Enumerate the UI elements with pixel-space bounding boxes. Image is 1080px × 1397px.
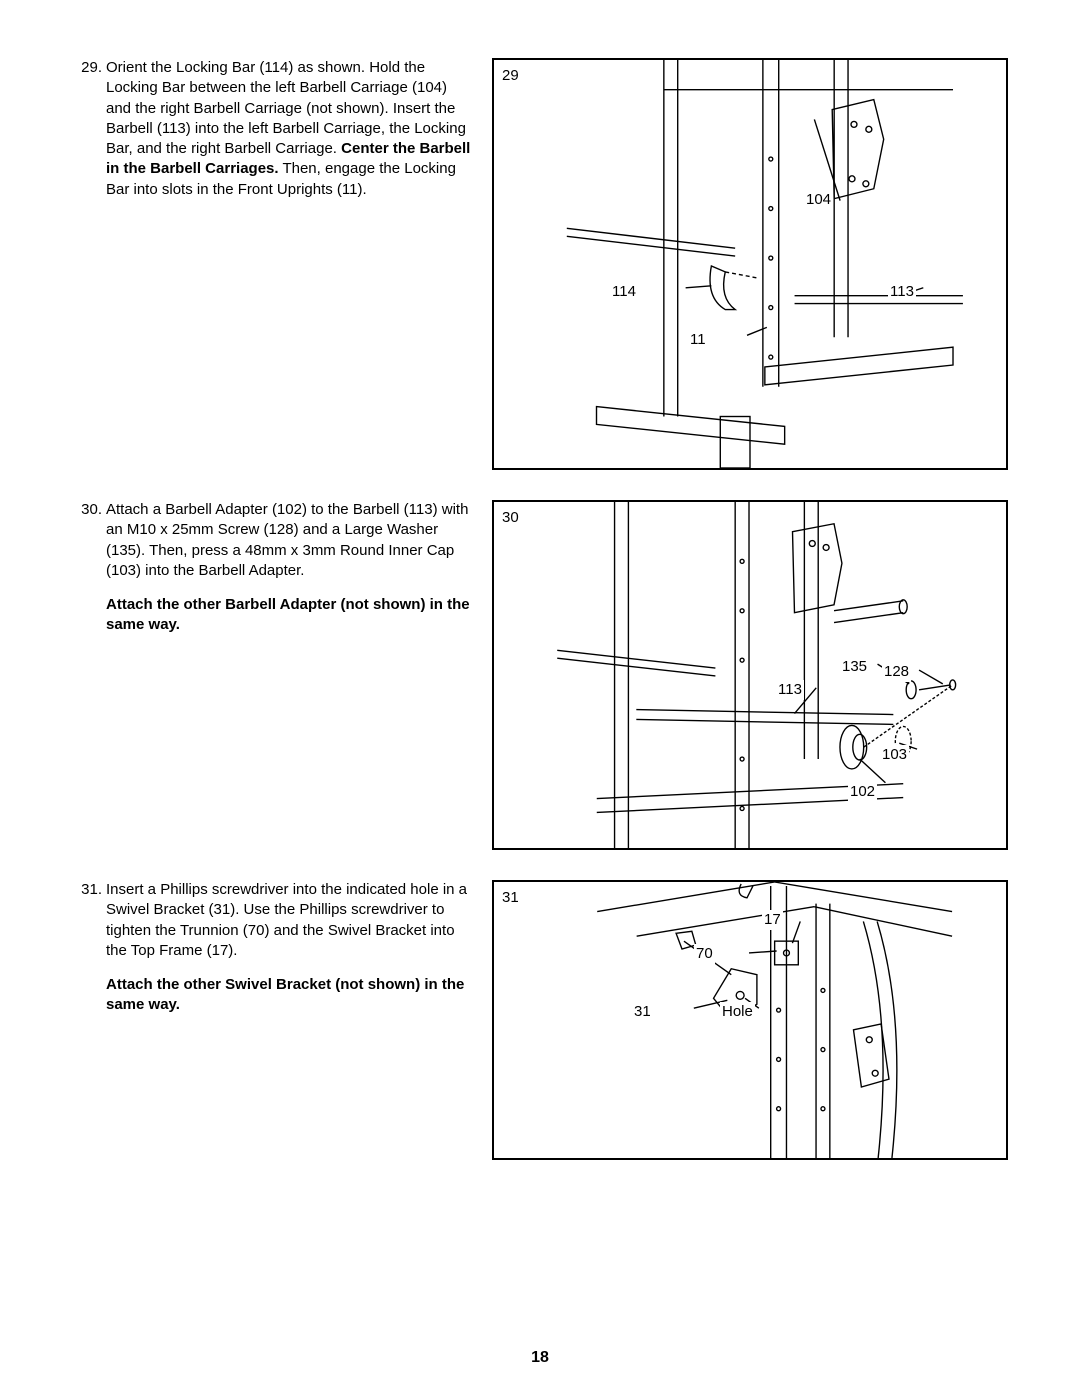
step-29-body: Orient the Locking Bar (114) as shown. H… — [106, 58, 472, 214]
callout-hole: Hole — [720, 1002, 755, 1022]
figure-30: 30 135 128 113 103 102 — [492, 500, 1008, 850]
step-31-body: Insert a Phillips screwdriver into the i… — [106, 880, 472, 1030]
figure-31: 31 17 70 31 Hole — [492, 880, 1008, 1160]
step-29-text: 29. Orient the Locking Bar (114) as show… — [72, 58, 472, 214]
step-31-p2: Attach the other Swivel Bracket (not sho… — [106, 975, 472, 1016]
step-31-p1: Insert a Phillips screwdriver into the i… — [106, 880, 472, 961]
callout-113b: 113 — [776, 680, 804, 700]
callout-70: 70 — [694, 944, 715, 964]
step-31-text: 31. Insert a Phillips screwdriver into t… — [72, 880, 472, 1030]
figure-31-num: 31 — [502, 888, 519, 908]
page-number: 18 — [0, 1347, 1080, 1369]
callout-128: 128 — [882, 662, 911, 682]
callout-11: 11 — [688, 330, 708, 350]
step-30-body: Attach a Barbell Adapter (102) to the Ba… — [106, 500, 472, 650]
callout-17: 17 — [762, 910, 783, 930]
figure-29: 29 104 114 113 11 — [492, 58, 1008, 470]
step-30-p2: Attach the other Barbell Adapter (not sh… — [106, 595, 472, 636]
step-29-figure-col: 29 104 114 113 11 — [492, 58, 1008, 470]
callout-103: 103 — [880, 745, 909, 765]
callout-104: 104 — [804, 190, 833, 210]
callout-135: 135 — [840, 657, 869, 677]
figure-29-svg — [494, 60, 1006, 468]
step-31-figure-col: 31 17 70 31 Hole — [492, 880, 1008, 1160]
step-29: 29. Orient the Locking Bar (114) as show… — [72, 58, 1008, 470]
figure-30-num: 30 — [502, 508, 519, 528]
callout-113: 113 — [888, 282, 916, 302]
step-30-p1: Attach a Barbell Adapter (102) to the Ba… — [106, 500, 472, 581]
callout-31: 31 — [632, 1002, 653, 1022]
step-30: 30. Attach a Barbell Adapter (102) to th… — [72, 500, 1008, 850]
step-29-p1: Orient the Locking Bar (114) as shown. H… — [106, 58, 472, 200]
figure-29-num: 29 — [502, 66, 519, 86]
steps-container: 29. Orient the Locking Bar (114) as show… — [72, 58, 1008, 1160]
figure-30-svg — [494, 502, 1006, 848]
step-31-number: 31. — [72, 880, 106, 1030]
callout-102: 102 — [848, 782, 877, 802]
step-31: 31. Insert a Phillips screwdriver into t… — [72, 880, 1008, 1160]
callout-114: 114 — [610, 282, 638, 302]
step-30-number: 30. — [72, 500, 106, 650]
step-30-text: 30. Attach a Barbell Adapter (102) to th… — [72, 500, 472, 650]
step-30-figure-col: 30 135 128 113 103 102 — [492, 500, 1008, 850]
step-29-number: 29. — [72, 58, 106, 214]
